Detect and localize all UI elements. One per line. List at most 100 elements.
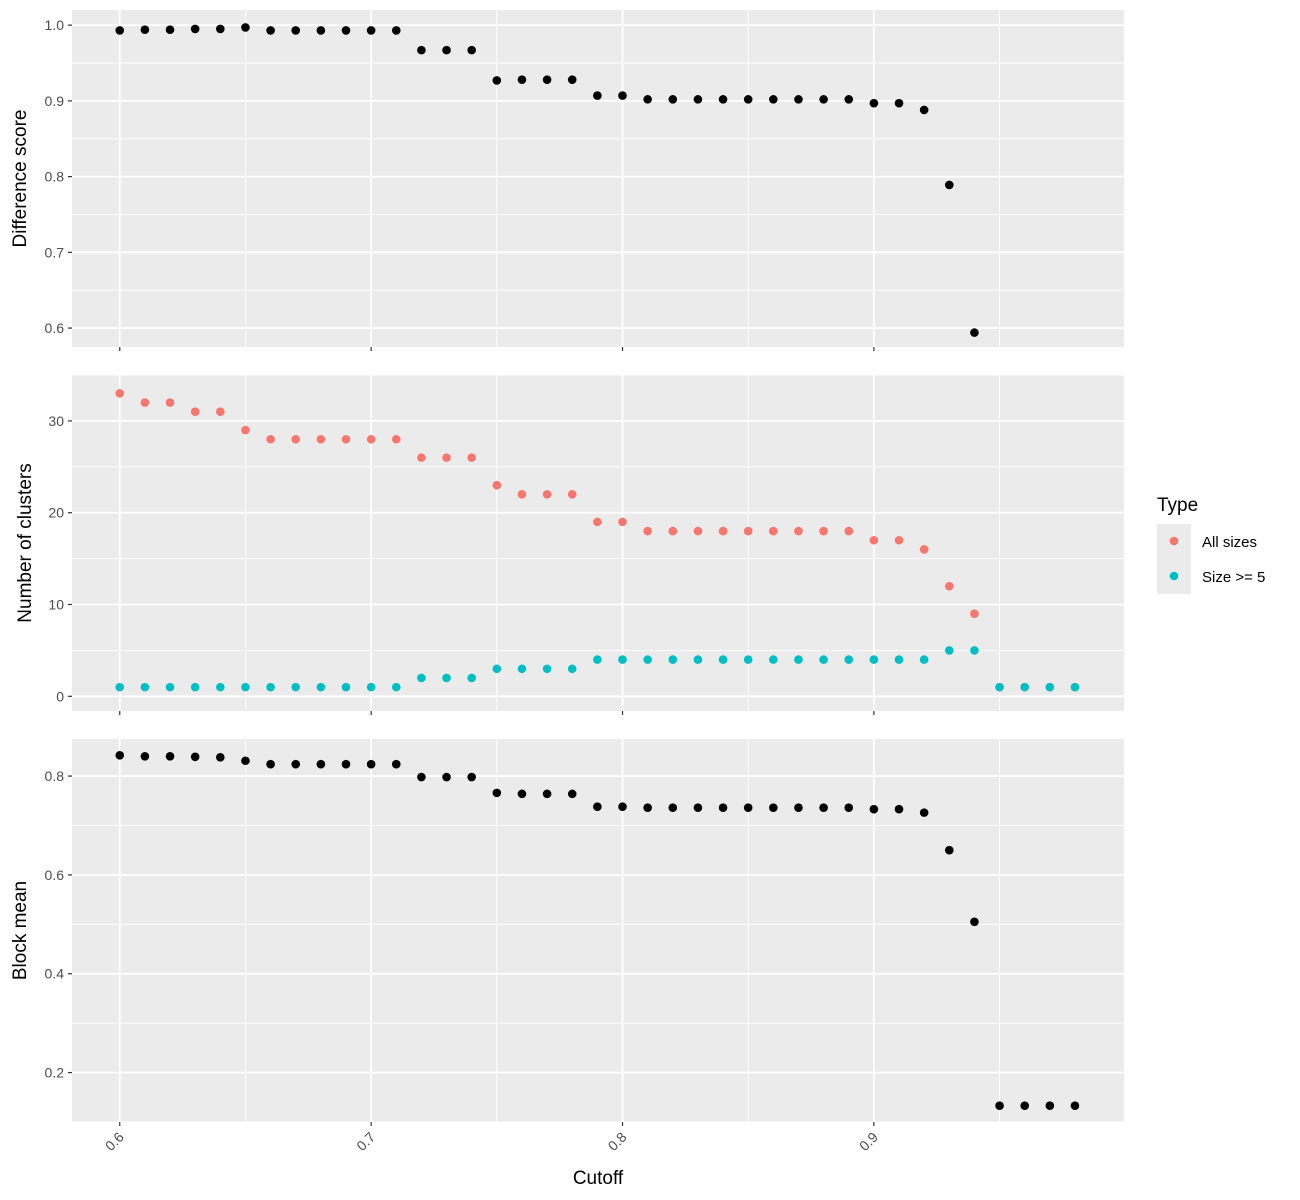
panels: 0.6 0.7 0.8 0.9 1.0 Difference score 0 10 20 30 Nu…: [10, 10, 1124, 1126]
data-point: [1020, 682, 1030, 692]
data-point: [140, 751, 150, 761]
data-point: [743, 95, 753, 104]
data-point: [467, 453, 476, 462]
data-point: [1070, 1101, 1080, 1110]
data-point: [593, 655, 602, 664]
data-point: [995, 682, 1004, 692]
data-point: [869, 98, 879, 108]
data-point: [894, 804, 904, 814]
data-point: [266, 759, 275, 769]
data-point: [366, 759, 376, 769]
data-point: [542, 490, 552, 499]
data-point: [567, 75, 577, 84]
panel-background: [72, 10, 1124, 347]
y-tick-label: 0.2: [45, 1065, 65, 1081]
data-point: [467, 673, 476, 683]
legend-label-size-ge-5: Size >= 5: [1202, 569, 1265, 586]
y-tick-label: 20: [48, 505, 64, 521]
data-point: [291, 26, 301, 35]
data-point: [1020, 1101, 1030, 1110]
data-point: [391, 434, 401, 444]
data-point: [944, 845, 954, 855]
data-point: [894, 535, 904, 545]
data-point: [794, 526, 803, 536]
y-tick-label: 30: [48, 413, 64, 429]
data-point: [492, 76, 502, 85]
data-point: [291, 434, 301, 444]
data-point: [542, 75, 552, 84]
data-point: [442, 45, 451, 55]
data-point: [341, 26, 351, 35]
data-point: [241, 682, 250, 692]
data-point: [643, 526, 652, 536]
data-point: [769, 526, 778, 536]
data-point: [869, 655, 879, 664]
data-point: [769, 95, 778, 104]
data-point: [693, 95, 703, 104]
data-point: [693, 803, 703, 812]
y-tick-label: 0.6: [45, 320, 65, 336]
data-point: [341, 434, 351, 444]
y-axis-title: Difference score: [10, 110, 31, 248]
data-point: [391, 26, 401, 35]
x-axis-title: Cutoff: [573, 1168, 624, 1189]
data-point: [140, 398, 150, 407]
data-point: [693, 526, 703, 536]
data-point: [316, 434, 326, 444]
data-point: [844, 526, 854, 536]
data-point: [115, 26, 125, 35]
series-2: [115, 646, 1080, 692]
data-point: [417, 45, 426, 55]
data-point: [794, 655, 803, 664]
data-point: [944, 581, 954, 591]
data-point: [190, 24, 200, 34]
data-point: [819, 655, 828, 664]
data-point: [266, 434, 275, 444]
data-point: [165, 25, 175, 34]
data-point: [391, 682, 401, 692]
data-point: [769, 655, 778, 664]
data-point: [517, 490, 527, 499]
data-point: [618, 655, 627, 664]
x-tick-label: 0.7: [353, 1129, 378, 1154]
data-point: [743, 803, 753, 812]
data-point: [1070, 682, 1080, 692]
data-point: [442, 673, 451, 683]
x-axis: 0.6 0.7 0.8 0.9: [102, 1129, 881, 1154]
data-point: [668, 95, 678, 104]
data-point: [442, 772, 451, 782]
data-point: [291, 759, 301, 769]
data-point: [115, 751, 125, 760]
data-point: [241, 425, 250, 435]
data-point: [1045, 1101, 1055, 1110]
data-point: [492, 788, 502, 798]
data-point: [919, 808, 929, 817]
data-point: [542, 789, 552, 799]
legend-label-all-sizes: All sizes: [1202, 534, 1257, 551]
data-point: [593, 91, 602, 100]
data-point: [944, 646, 954, 655]
data-point: [316, 682, 326, 692]
data-point: [216, 24, 225, 34]
data-point: [819, 803, 828, 812]
data-point: [241, 23, 250, 32]
data-point: [769, 803, 778, 812]
data-point: [341, 682, 351, 692]
data-point: [366, 26, 376, 35]
data-point: [517, 789, 527, 799]
y-tick-label: 1.0: [45, 17, 65, 33]
data-point: [517, 664, 527, 674]
data-point: [944, 180, 954, 190]
data-point: [341, 759, 351, 769]
data-point: [115, 389, 125, 398]
panel-2: 0 10 20 30 Number of clusters: [15, 374, 1124, 715]
data-point: [844, 95, 854, 104]
data-point: [190, 682, 200, 692]
data-point: [618, 802, 627, 812]
y-tick-label: 0: [56, 688, 64, 704]
data-point: [794, 803, 803, 812]
data-point: [115, 682, 125, 692]
data-point: [517, 75, 527, 84]
data-point: [266, 26, 275, 35]
data-point: [844, 803, 854, 812]
